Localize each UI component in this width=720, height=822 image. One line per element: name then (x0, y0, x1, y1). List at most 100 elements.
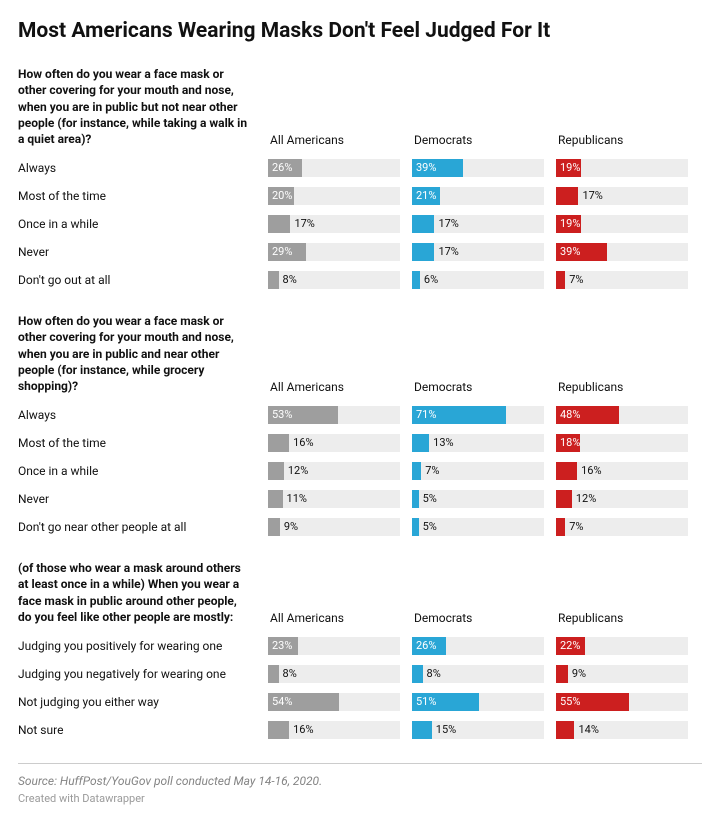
bar-cell: 16% (556, 462, 700, 480)
bar-cell: 7% (556, 271, 700, 289)
bar-cell: 7% (556, 518, 700, 536)
bar-cell: 39% (556, 243, 700, 261)
bar-value: 20% (268, 187, 296, 205)
bar-value: 17% (434, 243, 458, 261)
bar-fill (412, 243, 434, 261)
bar-track: 9% (268, 518, 400, 536)
bar-track: 29% (268, 243, 400, 261)
bar-track: 9% (556, 665, 688, 683)
bar-track: 16% (556, 462, 688, 480)
bar-value: 19% (556, 215, 584, 233)
bar-fill (556, 490, 572, 508)
bar-track: 5% (412, 490, 544, 508)
bar-value: 12% (572, 490, 596, 508)
bar-cell: 6% (412, 271, 556, 289)
bar-value: 48% (556, 406, 584, 424)
bar-track: 39% (556, 243, 688, 261)
bar-fill (268, 490, 283, 508)
bar-cell: 71% (412, 406, 556, 424)
credit-line: Created with Datawrapper (18, 792, 702, 805)
bar-track: 7% (412, 462, 544, 480)
bar-fill (268, 518, 280, 536)
bar-track: 17% (268, 215, 400, 233)
bar-fill (556, 518, 565, 536)
bar-fill (268, 721, 289, 739)
bar-track: 8% (412, 665, 544, 683)
bar-cell: 19% (556, 215, 700, 233)
bar-cell: 55% (556, 693, 700, 711)
column-header: Democrats (412, 611, 556, 625)
bar-fill (556, 271, 565, 289)
bar-fill (412, 215, 434, 233)
bar-cell: 9% (268, 518, 412, 536)
bar-fill (268, 462, 284, 480)
bar-cell: 7% (412, 462, 556, 480)
bar-fill (268, 665, 279, 683)
row-label: Always (18, 161, 268, 175)
column-header: Democrats (412, 133, 556, 147)
bar-cell: 21% (412, 187, 556, 205)
bar-track: 16% (268, 721, 400, 739)
data-row: Once in a while12% 7% 16% (18, 460, 702, 482)
bar-track: 7% (556, 271, 688, 289)
column-header: Republicans (556, 133, 700, 147)
bar-value: 7% (565, 518, 583, 536)
bar-track: 51% (412, 693, 544, 711)
bar-cell: 12% (268, 462, 412, 480)
bar-cell: 22% (556, 637, 700, 655)
bar-value: 13% (429, 434, 453, 452)
bar-track: 22% (556, 637, 688, 655)
bar-fill (412, 434, 429, 452)
data-row: Always26%39%19% (18, 157, 702, 179)
bar-cell: 17% (412, 215, 556, 233)
bar-cell: 17% (412, 243, 556, 261)
bar-value: 18% (556, 434, 584, 452)
bar-track: 12% (268, 462, 400, 480)
data-row: Judging you negatively for wearing one8%… (18, 663, 702, 685)
question-text: (of those who wear a mask around others … (18, 560, 268, 625)
bar-value: 39% (412, 159, 440, 177)
bar-track: 12% (556, 490, 688, 508)
bar-value: 8% (279, 665, 297, 683)
row-label: Don't go out at all (18, 273, 268, 287)
bar-fill (556, 187, 578, 205)
row-label: Always (18, 408, 268, 422)
row-label: Once in a while (18, 217, 268, 231)
bar-cell: 39% (412, 159, 556, 177)
bar-value: 9% (568, 665, 586, 683)
column-header: Republicans (556, 611, 700, 625)
bar-value: 26% (412, 637, 440, 655)
bar-track: 17% (412, 243, 544, 261)
row-label: Once in a while (18, 464, 268, 478)
bar-value: 16% (577, 462, 601, 480)
bar-cell: 17% (268, 215, 412, 233)
bar-cell: 12% (556, 490, 700, 508)
bar-track: 14% (556, 721, 688, 739)
bar-cell: 5% (412, 518, 556, 536)
data-row: Not judging you either way54%51%55% (18, 691, 702, 713)
bar-track: 18% (556, 434, 688, 452)
bar-value: 17% (578, 187, 602, 205)
data-row: Most of the time16%13%18% (18, 432, 702, 454)
data-row: Don't go near other people at all9%5%7% (18, 516, 702, 538)
bar-track: 13% (412, 434, 544, 452)
bar-value: 23% (268, 637, 296, 655)
bar-value: 17% (434, 215, 458, 233)
bar-value: 51% (412, 693, 440, 711)
bar-track: 11% (268, 490, 400, 508)
bar-value: 14% (574, 721, 598, 739)
survey-section: (of those who wear a mask around others … (18, 560, 702, 741)
bar-cell: 5% (412, 490, 556, 508)
bar-track: 7% (556, 518, 688, 536)
bar-value: 5% (419, 490, 437, 508)
bar-cell: 54% (268, 693, 412, 711)
bar-fill (412, 462, 421, 480)
bar-cell: 20% (268, 187, 412, 205)
bar-value: 5% (419, 518, 437, 536)
survey-section: How often do you wear a face mask or oth… (18, 313, 702, 538)
bar-track: 21% (412, 187, 544, 205)
bar-track: 26% (268, 159, 400, 177)
bar-track: 8% (268, 271, 400, 289)
bar-fill (412, 518, 419, 536)
chart-title: Most Americans Wearing Masks Don't Feel … (18, 18, 702, 44)
